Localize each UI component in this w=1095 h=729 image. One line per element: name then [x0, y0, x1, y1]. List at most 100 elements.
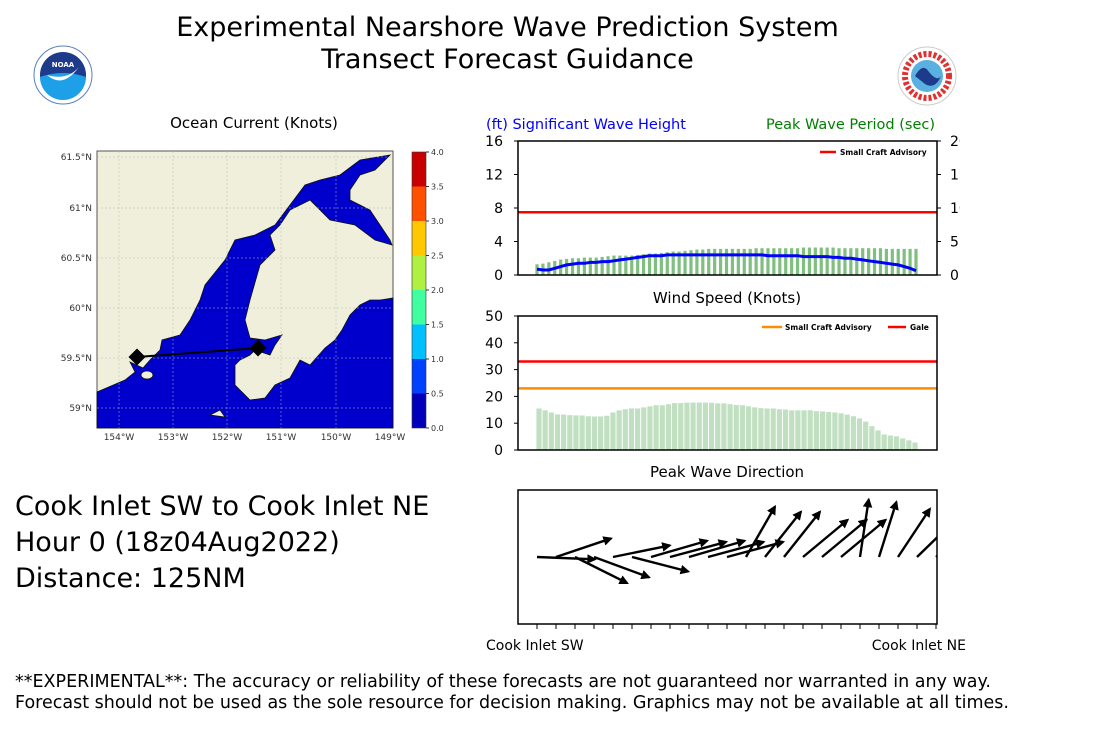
period-bar: [718, 248, 723, 275]
lat-tick-label: 61.5°N: [61, 153, 92, 163]
period-bar: [772, 248, 776, 275]
wind-bar: [610, 412, 616, 450]
direction-title: Peak Wave Direction: [650, 463, 804, 481]
lon-tick-label: 149°W: [375, 433, 406, 443]
period-bar: [849, 248, 853, 275]
wind-bar: [770, 408, 776, 450]
map-grid: [97, 151, 393, 428]
wind-bar: [665, 404, 672, 450]
wind-bar: [869, 426, 875, 450]
wind-bar: [573, 415, 579, 450]
y-tick-label-right: 20: [950, 134, 960, 150]
period-bar: [713, 248, 717, 275]
lon-tick-label: 152°W: [212, 433, 243, 443]
legend-gale-label: Gale: [910, 323, 929, 332]
period-bar: [831, 247, 835, 275]
forecast-hour: Hour 0 (18z04Aug2022): [15, 527, 340, 558]
wave-height-label: (ft) Significant Wave Height: [486, 117, 686, 133]
period-bar: [565, 258, 569, 275]
direction-arrow: [744, 504, 777, 558]
wind-bar: [850, 416, 856, 450]
map-title: Ocean Current (Knots): [170, 114, 338, 132]
wind-bar: [856, 418, 863, 450]
y-tick-label: 10: [485, 416, 503, 432]
period-bar: [594, 257, 598, 275]
direction-arrow: [916, 535, 937, 558]
wind-bar: [585, 416, 591, 450]
wind-bar: [906, 440, 912, 450]
colorbar-tick-label: 0.0: [431, 424, 444, 433]
colorbar-tick-label: 2.0: [431, 286, 444, 295]
period-bar: [790, 248, 794, 275]
period-bar: [914, 248, 918, 275]
wind-bar: [758, 408, 764, 450]
period-bar: [795, 248, 800, 275]
period-bar: [724, 248, 729, 275]
direction-arrow: [858, 497, 873, 558]
y-tick-label-right: 15: [950, 168, 960, 184]
colorbar-tick-label: 4.0: [431, 148, 444, 157]
legend-sca-label: Small Craft Advisory: [785, 323, 872, 332]
wind-bar: [604, 415, 610, 450]
wind-bar: [591, 416, 598, 450]
lat-tick-label: 60.5°N: [61, 254, 92, 264]
noaa-logo-icon: NOAA: [33, 45, 93, 105]
wind-bar: [702, 402, 709, 450]
y-tick-label-right: 0: [950, 268, 959, 280]
lon-tick-label: 151°W: [266, 433, 297, 443]
wind-bar: [752, 407, 758, 450]
period-bar: [837, 248, 841, 275]
wind-bar: [690, 402, 696, 450]
period-bar: [766, 248, 770, 275]
period-bar: [778, 248, 782, 275]
transect-distance: Distance: 125NM: [15, 563, 246, 594]
wind-bar: [542, 410, 548, 450]
wind-bar: [795, 410, 801, 450]
direction-arrow: [802, 518, 850, 558]
period-bar: [653, 253, 658, 275]
period-bar: [736, 248, 740, 275]
lat-tick-label: 61°N: [69, 204, 92, 214]
wind-bar: [647, 406, 653, 450]
wave-height-line: [536, 253, 917, 273]
wind-bar: [844, 414, 850, 450]
wind-bar: [900, 438, 906, 450]
lon-tick-label: 150°W: [321, 433, 352, 443]
wind-bar: [782, 409, 789, 450]
period-bar: [801, 247, 806, 275]
wind-bar: [659, 405, 665, 450]
wind-bar: [684, 402, 690, 450]
transect-line: [136, 347, 259, 358]
period-bar: [647, 253, 652, 275]
colorbar-tick-label: 2.5: [431, 252, 444, 261]
wind-bar: [912, 442, 918, 450]
wind-axes-frame: [517, 315, 938, 451]
period-bar: [701, 249, 705, 275]
sub-title: Transect Forecast Guidance: [321, 44, 694, 75]
colorbar-tick-label: 1.0: [431, 355, 444, 364]
lat-tick-label: 59°N: [69, 404, 92, 414]
colorbar-segment: [412, 359, 426, 394]
direction-arrow: [669, 539, 729, 559]
lon-tick-label: 153°W: [158, 433, 189, 443]
wind-bar: [672, 403, 678, 450]
wind-bar: [554, 414, 561, 450]
lat-tick-label: 59.5°N: [61, 354, 92, 364]
wind-bar: [628, 408, 635, 450]
y-tick-label-right: 5: [950, 235, 959, 251]
y-tick-label-left: 12: [485, 168, 503, 184]
wind-bar: [807, 410, 813, 450]
wind-bar: [622, 409, 628, 450]
period-bar: [630, 255, 634, 275]
colorbar-tick-label: 3.0: [431, 217, 444, 226]
period-bar: [707, 248, 711, 275]
wind-bar: [733, 404, 739, 450]
colorbar-segment: [412, 393, 426, 428]
transect-end-marker: [249, 339, 267, 357]
wind-bar: [863, 421, 869, 450]
period-bar: [600, 256, 604, 275]
period-bar: [748, 248, 752, 275]
direction-arrow: [783, 510, 822, 558]
wind-bar: [789, 410, 795, 450]
direction-chart: Peak Wave Direction Cook Inlet SW Cook I…: [486, 463, 966, 654]
